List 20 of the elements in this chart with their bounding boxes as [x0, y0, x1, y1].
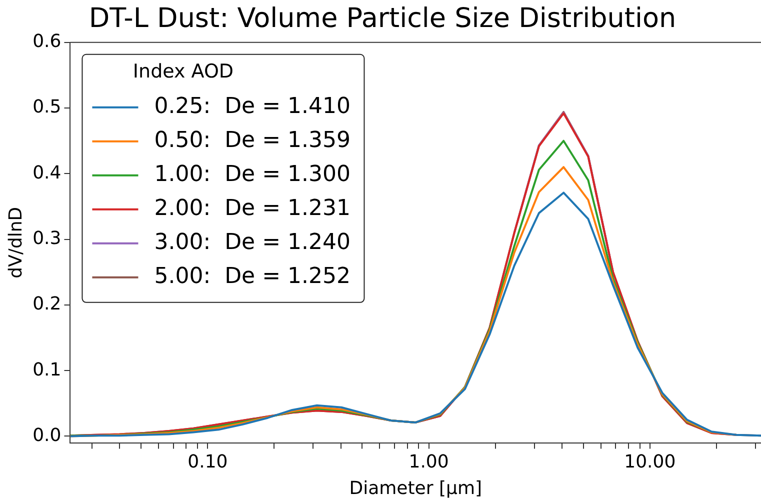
x-axis-title: Diameter [μm]: [349, 478, 482, 499]
legend-label: 3.00: De = 1.240: [154, 230, 350, 256]
y-tick-label: 0.6: [32, 31, 62, 52]
y-tick-label: 0.0: [32, 424, 62, 446]
legend-label: 2.00: De = 1.231: [154, 196, 350, 222]
legend-label: 5.00: De = 1.252: [154, 264, 350, 290]
y-tick-label: 0.4: [32, 162, 62, 184]
y-tick-label: 0.2: [32, 294, 62, 315]
x-tick-label: 0.10: [188, 451, 228, 472]
y-tick-label: 0.1: [32, 359, 62, 380]
legend-label: 0.50: De = 1.359: [154, 128, 350, 154]
chart-title: DT-L Dust: Volume Particle Size Distribution: [88, 3, 676, 34]
x-tick-label: 1.00: [408, 451, 449, 472]
y-axis-title: dV/dlnD: [5, 206, 26, 278]
y-tick-label: 0.5: [32, 96, 62, 118]
legend-title: Index AOD: [132, 60, 234, 82]
legend-label: 1.00: De = 1.300: [154, 162, 350, 188]
y-tick-label: 0.3: [32, 228, 62, 249]
x-tick-label: 10.00: [624, 451, 676, 472]
legend-label: 0.25: De = 1.410: [154, 94, 350, 120]
